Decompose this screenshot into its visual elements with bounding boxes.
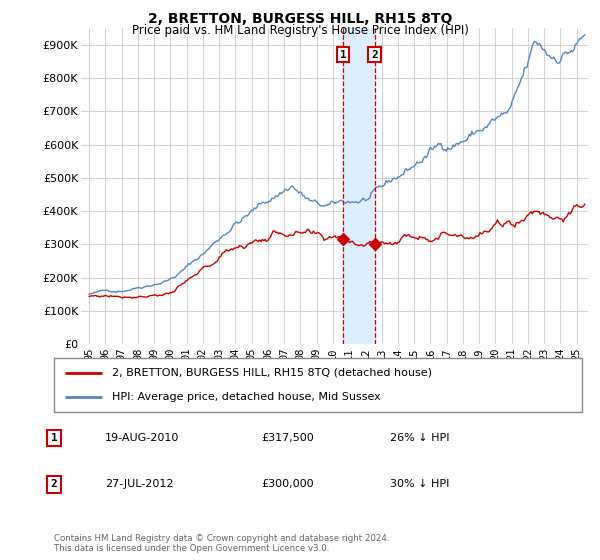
Text: 19-AUG-2010: 19-AUG-2010 xyxy=(105,433,179,443)
Text: 2, BRETTON, BURGESS HILL, RH15 8TQ: 2, BRETTON, BURGESS HILL, RH15 8TQ xyxy=(148,12,452,26)
Text: HPI: Average price, detached house, Mid Sussex: HPI: Average price, detached house, Mid … xyxy=(112,392,381,402)
Text: 26% ↓ HPI: 26% ↓ HPI xyxy=(390,433,449,443)
Text: 1: 1 xyxy=(50,433,58,443)
Text: 2, BRETTON, BURGESS HILL, RH15 8TQ (detached house): 2, BRETTON, BURGESS HILL, RH15 8TQ (deta… xyxy=(112,368,432,378)
Text: 30% ↓ HPI: 30% ↓ HPI xyxy=(390,479,449,489)
Text: £300,000: £300,000 xyxy=(261,479,314,489)
Text: Price paid vs. HM Land Registry's House Price Index (HPI): Price paid vs. HM Land Registry's House … xyxy=(131,24,469,37)
Text: £317,500: £317,500 xyxy=(261,433,314,443)
Text: 2: 2 xyxy=(371,50,378,60)
Bar xyxy=(343,28,374,344)
Text: Contains HM Land Registry data © Crown copyright and database right 2024.
This d: Contains HM Land Registry data © Crown c… xyxy=(54,534,389,553)
Text: 27-JUL-2012: 27-JUL-2012 xyxy=(105,479,173,489)
FancyBboxPatch shape xyxy=(54,358,582,412)
Text: 1: 1 xyxy=(340,50,346,60)
Text: 2: 2 xyxy=(50,479,58,489)
